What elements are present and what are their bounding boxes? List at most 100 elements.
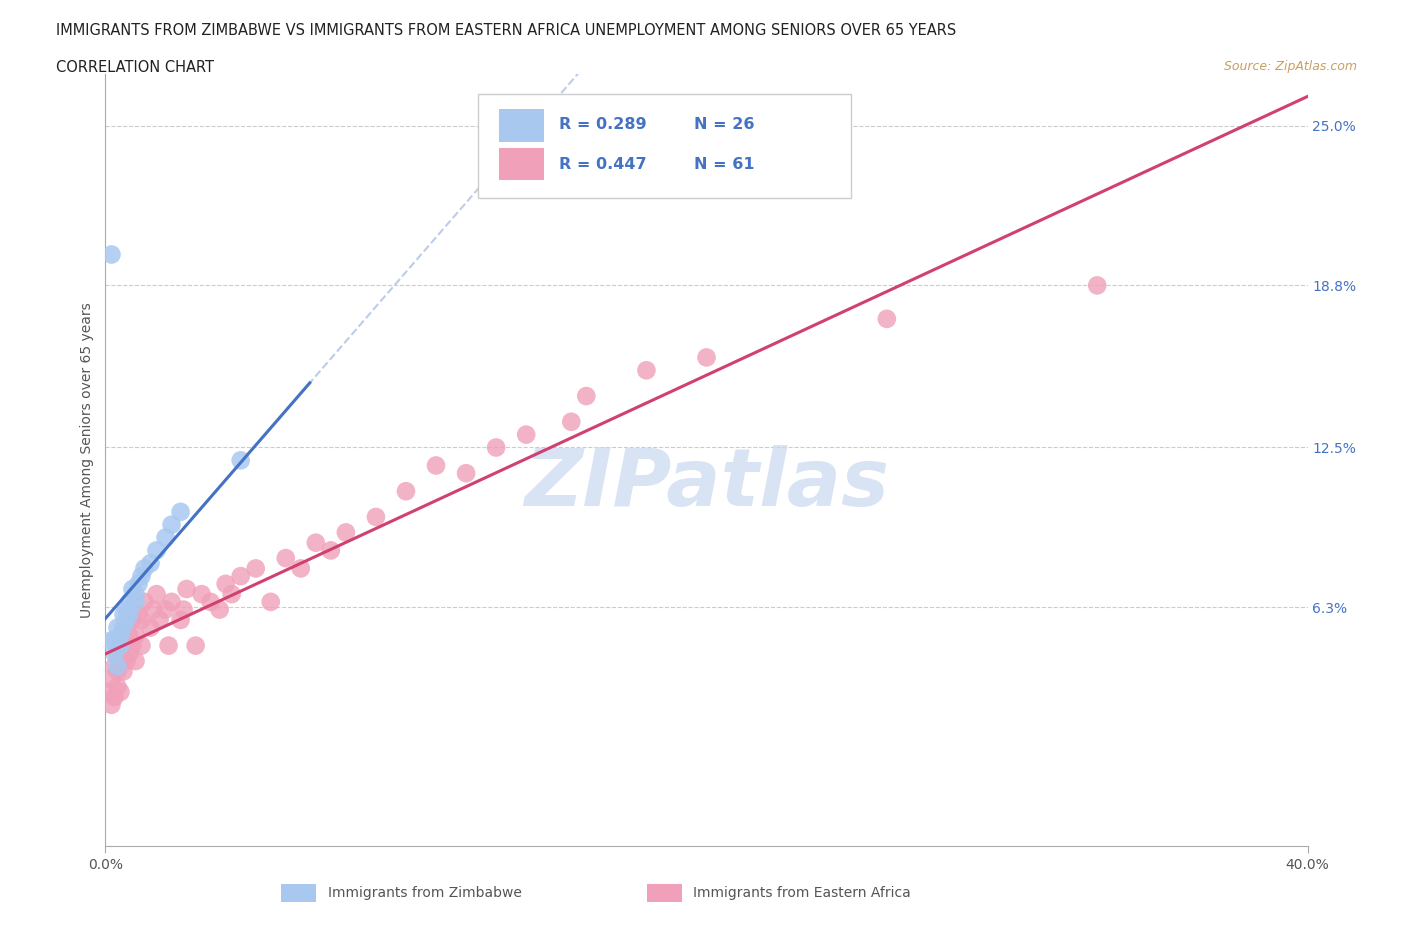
- Point: [395, 484, 418, 498]
- Point: [364, 510, 387, 525]
- Point: [155, 602, 177, 617]
- Point: [112, 620, 135, 635]
- Bar: [499, 109, 544, 141]
- Point: [169, 504, 191, 519]
- Point: [229, 569, 252, 584]
- Point: [575, 389, 598, 404]
- Bar: [647, 884, 682, 902]
- Point: [100, 633, 122, 648]
- Point: [425, 458, 447, 473]
- Bar: [499, 148, 544, 180]
- Text: Immigrants from Zimbabwe: Immigrants from Zimbabwe: [328, 885, 522, 900]
- Point: [107, 646, 129, 661]
- Point: [139, 620, 162, 635]
- Point: [200, 594, 222, 609]
- Point: [100, 698, 122, 712]
- Point: [112, 638, 135, 653]
- Point: [103, 690, 125, 705]
- Point: [112, 664, 135, 679]
- Point: [260, 594, 283, 609]
- Point: [121, 638, 143, 653]
- Point: [145, 587, 167, 602]
- Point: [176, 581, 198, 596]
- Point: [103, 646, 125, 661]
- Point: [636, 363, 658, 378]
- FancyBboxPatch shape: [478, 94, 851, 198]
- Point: [128, 607, 150, 622]
- Point: [128, 577, 150, 591]
- Point: [118, 607, 141, 622]
- Text: R = 0.289: R = 0.289: [558, 117, 647, 132]
- Point: [121, 613, 143, 628]
- Point: [145, 543, 167, 558]
- Point: [110, 684, 132, 699]
- Text: IMMIGRANTS FROM ZIMBABWE VS IMMIGRANTS FROM EASTERN AFRICA UNEMPLOYMENT AMONG SE: IMMIGRANTS FROM ZIMBABWE VS IMMIGRANTS F…: [56, 23, 956, 38]
- Text: ZIPatlas: ZIPatlas: [524, 445, 889, 523]
- Point: [110, 638, 132, 653]
- Text: CORRELATION CHART: CORRELATION CHART: [56, 60, 214, 75]
- Point: [118, 628, 141, 643]
- Point: [229, 453, 252, 468]
- Point: [103, 633, 125, 648]
- Point: [148, 613, 170, 628]
- Point: [305, 536, 328, 551]
- Text: N = 61: N = 61: [695, 157, 755, 172]
- Point: [124, 594, 146, 609]
- Point: [107, 664, 129, 679]
- Y-axis label: Unemployment Among Seniors over 65 years: Unemployment Among Seniors over 65 years: [80, 302, 94, 618]
- Point: [103, 658, 125, 673]
- Point: [124, 628, 146, 643]
- Point: [696, 350, 718, 365]
- Point: [485, 440, 508, 455]
- Point: [115, 602, 138, 617]
- Point: [121, 581, 143, 596]
- Point: [454, 466, 477, 481]
- Point: [115, 654, 138, 669]
- Point: [142, 602, 165, 617]
- Text: Immigrants from Eastern Africa: Immigrants from Eastern Africa: [693, 885, 911, 900]
- Point: [124, 654, 146, 669]
- Text: Source: ZipAtlas.com: Source: ZipAtlas.com: [1223, 60, 1357, 73]
- Point: [173, 602, 195, 617]
- Point: [110, 633, 132, 648]
- Point: [107, 658, 129, 673]
- Point: [115, 613, 138, 628]
- Point: [184, 638, 207, 653]
- Point: [221, 587, 243, 602]
- Point: [274, 551, 297, 565]
- Point: [157, 638, 180, 653]
- Point: [107, 620, 129, 635]
- Point: [112, 607, 135, 622]
- Point: [290, 561, 312, 576]
- Point: [208, 602, 231, 617]
- Text: R = 0.447: R = 0.447: [558, 157, 647, 172]
- Point: [214, 577, 236, 591]
- Point: [118, 646, 141, 661]
- Point: [134, 594, 156, 609]
- Point: [139, 556, 162, 571]
- Point: [560, 415, 582, 430]
- Point: [155, 530, 177, 545]
- Point: [97, 684, 120, 699]
- Point: [107, 679, 129, 694]
- Point: [245, 561, 267, 576]
- Point: [118, 594, 141, 609]
- Point: [124, 587, 146, 602]
- Point: [1085, 278, 1108, 293]
- Point: [110, 654, 132, 669]
- Point: [335, 525, 357, 539]
- Point: [160, 594, 183, 609]
- Point: [876, 312, 898, 326]
- Point: [515, 427, 537, 442]
- Point: [131, 638, 153, 653]
- Point: [319, 543, 342, 558]
- Point: [110, 628, 132, 643]
- Point: [190, 587, 212, 602]
- Point: [100, 247, 122, 262]
- Point: [160, 517, 183, 532]
- Text: N = 26: N = 26: [695, 117, 755, 132]
- Point: [131, 613, 153, 628]
- Point: [169, 613, 191, 628]
- Point: [115, 620, 138, 635]
- Point: [134, 561, 156, 576]
